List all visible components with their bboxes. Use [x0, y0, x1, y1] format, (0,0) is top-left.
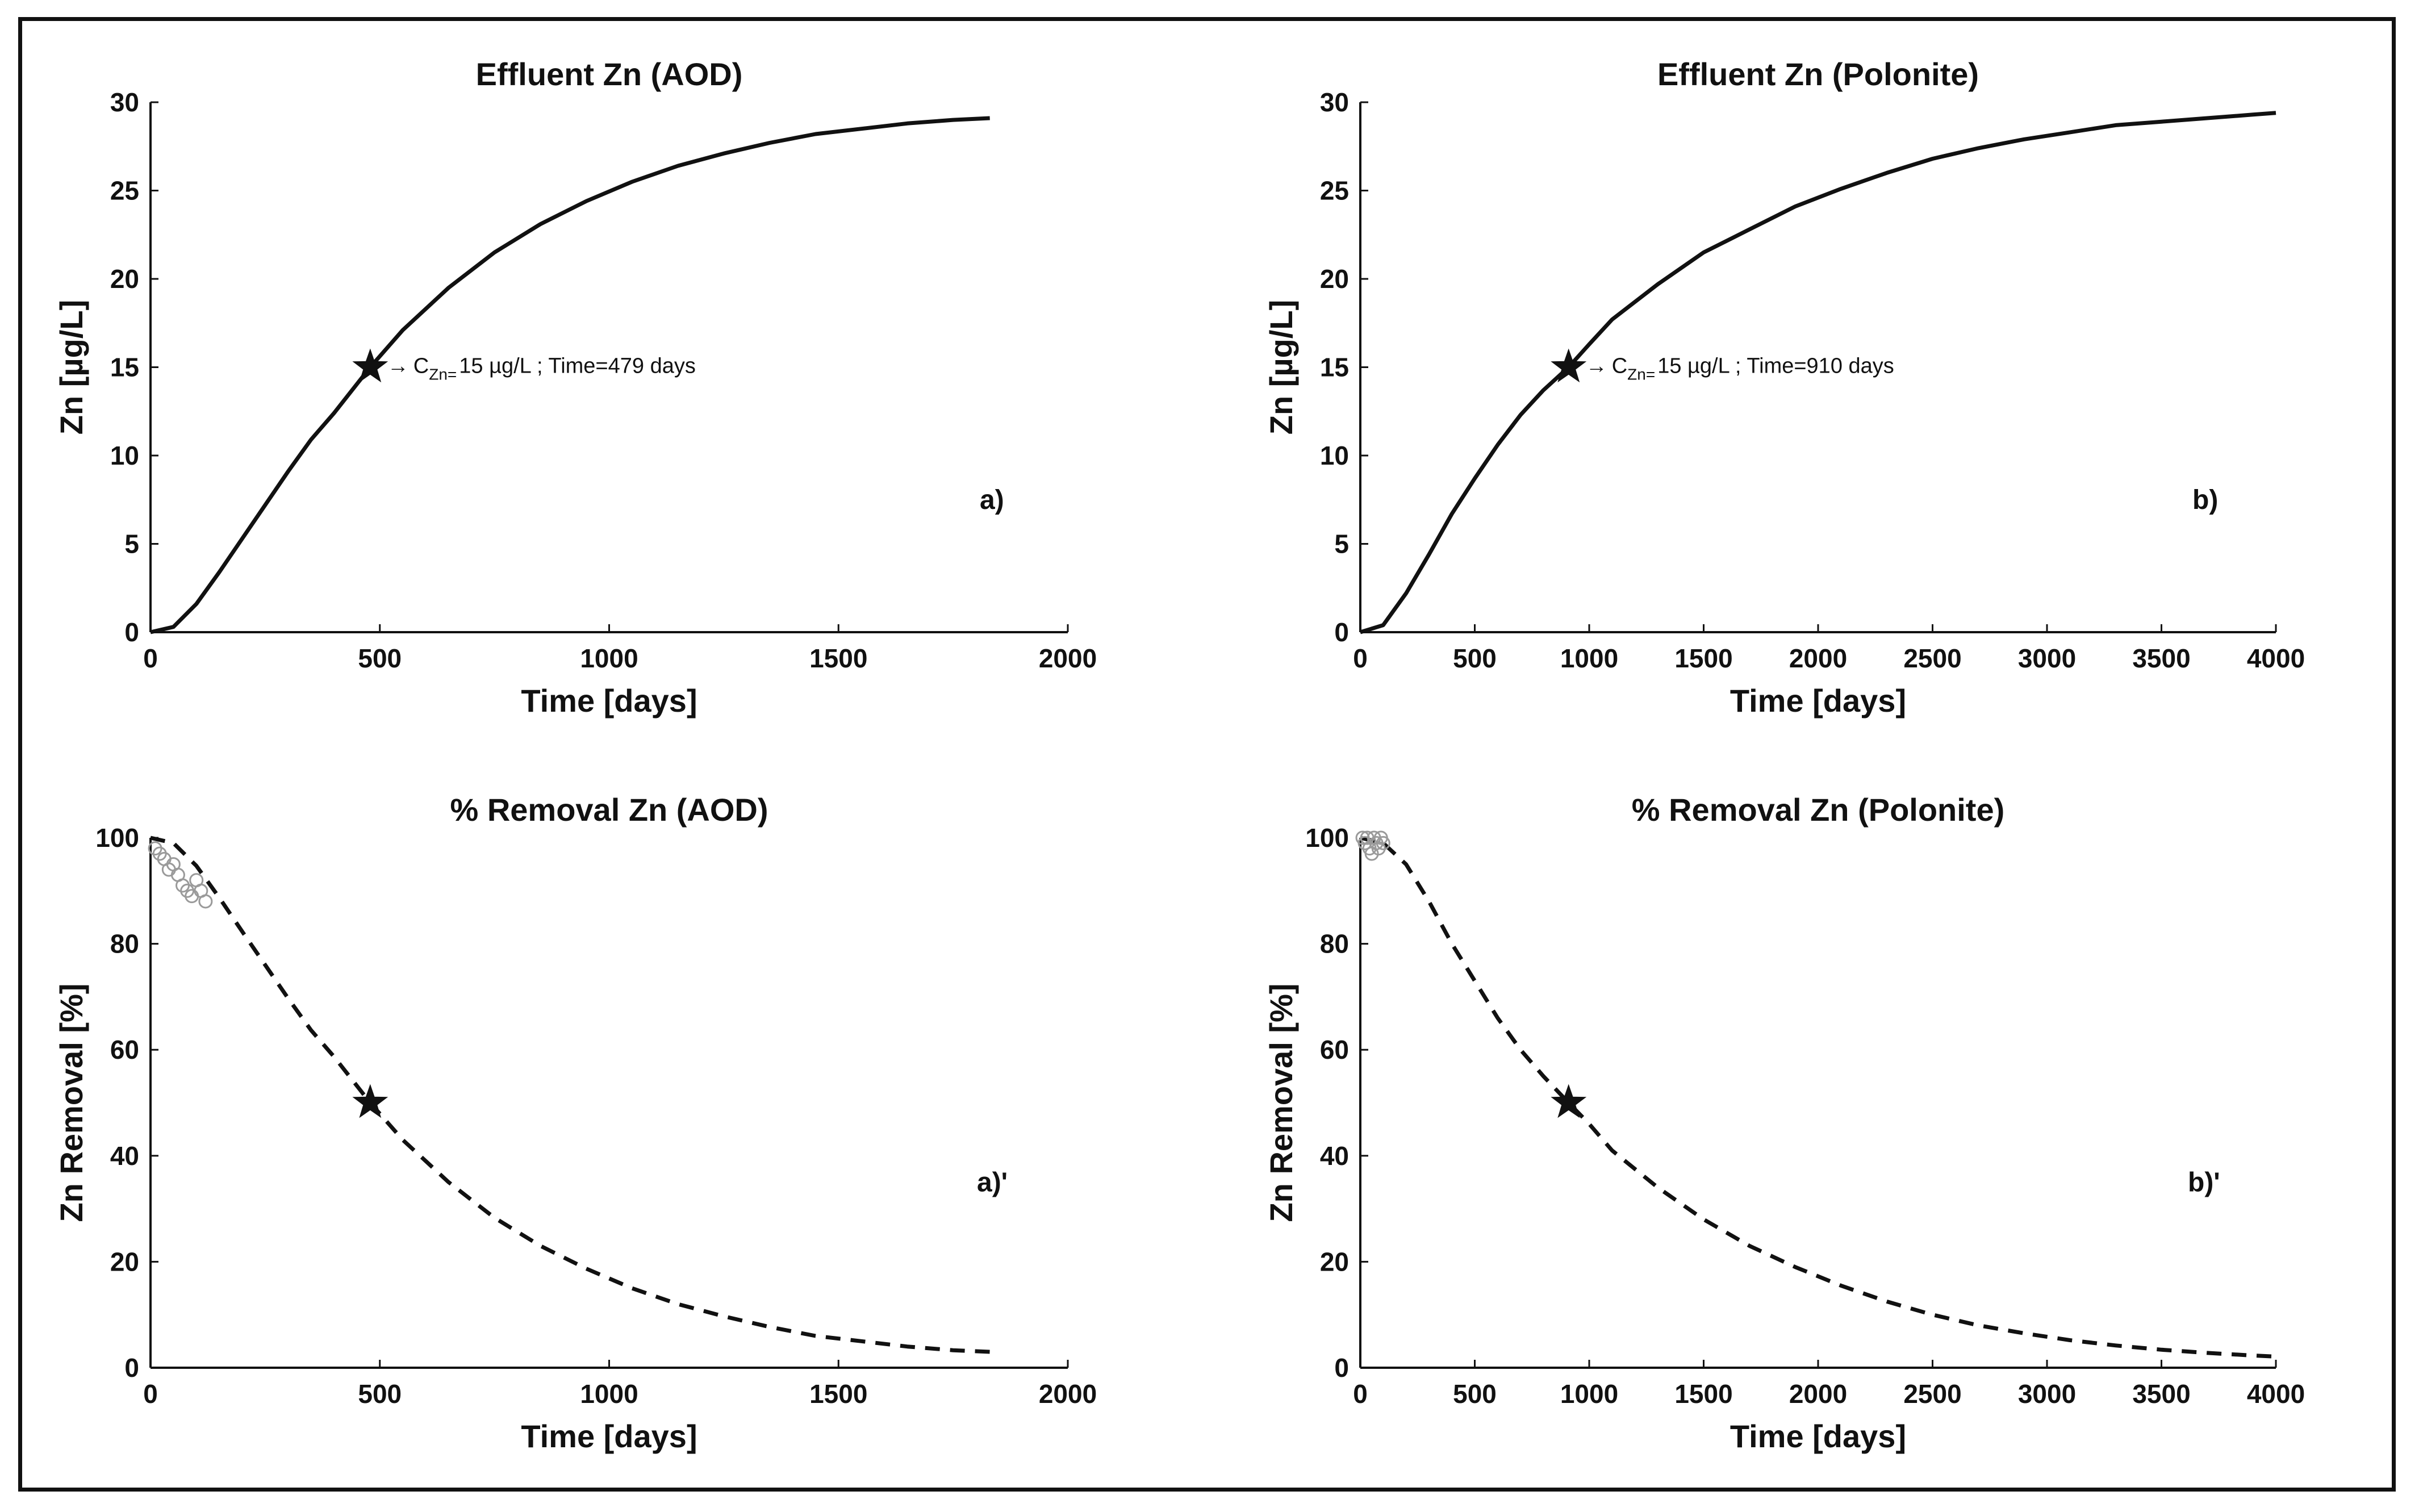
x-tick-label: 1500: [809, 644, 867, 673]
star-marker: [352, 1084, 388, 1118]
y-tick-label: 20: [110, 264, 139, 294]
star-marker: [1551, 348, 1587, 383]
panel-effluent-polonite: Effluent Zn (Polonite) Time [days] Zn [µ…: [1263, 56, 2305, 719]
chart-title: Effluent Zn (AOD): [476, 56, 743, 92]
x-tick-label: 500: [1453, 644, 1497, 673]
panel-label: a): [980, 485, 1004, 515]
x-tick-label: 4000: [2247, 1379, 2305, 1409]
y-tick-label: 20: [1320, 264, 1349, 294]
y-tick-label: 5: [124, 529, 139, 559]
y-tick-label: 5: [1334, 529, 1349, 559]
panel-effluent-aod: Effluent Zn (AOD) Time [days] Zn [µg/L] …: [53, 56, 1097, 719]
y-axis-label: Zn [µg/L]: [53, 300, 89, 435]
x-tick-label: 1000: [580, 1379, 638, 1409]
y-tick-label: 25: [1320, 176, 1349, 206]
x-tick-label: 2000: [1789, 644, 1847, 673]
x-tick-label: 500: [358, 644, 402, 673]
y-tick-label: 25: [110, 176, 139, 206]
x-tick-label: 2000: [1039, 1379, 1097, 1409]
x-tick-label: 500: [1453, 1379, 1497, 1409]
y-tick-label: 0: [1334, 1353, 1349, 1382]
x-tick-label: 1000: [580, 644, 638, 673]
x-axis-label: Time [days]: [521, 1418, 697, 1454]
x-tick-label: 0: [143, 1379, 158, 1409]
y-tick-label: 80: [110, 929, 139, 959]
y-tick-label: 60: [1320, 1035, 1349, 1064]
panel-removal-aod: % Removal Zn (AOD) Time [days] Zn Remova…: [53, 792, 1097, 1454]
y-tick-label: 30: [110, 87, 139, 117]
y-axis-label: Zn Removal [%]: [1263, 983, 1299, 1222]
x-tick-label: 1500: [1674, 644, 1732, 673]
y-axis-label: Zn Removal [%]: [53, 983, 89, 1222]
star-marker: [1551, 1084, 1587, 1118]
panel-label: b)': [2188, 1167, 2220, 1197]
x-tick-label: 500: [358, 1379, 402, 1409]
y-tick-label: 20: [110, 1247, 139, 1276]
y-tick-label: 100: [95, 823, 139, 853]
x-tick-label: 1000: [1560, 1379, 1618, 1409]
panel-label: b): [2192, 485, 2218, 515]
x-tick-label: 2500: [1903, 1379, 1961, 1409]
y-tick-label: 60: [110, 1035, 139, 1064]
chart-title: % Removal Zn (AOD): [450, 792, 768, 828]
y-tick-label: 10: [1320, 441, 1349, 470]
x-tick-label: 3500: [2132, 1379, 2190, 1409]
panel-label: a)': [977, 1167, 1008, 1197]
series-line: [1359, 111, 2276, 634]
y-tick-label: 15: [110, 353, 139, 382]
x-tick-label: 3000: [2018, 644, 2076, 673]
star-marker: [352, 348, 388, 383]
y-tick-label: 100: [1305, 823, 1349, 853]
x-tick-label: 0: [1353, 1379, 1368, 1409]
y-axis-label: Zn [µg/L]: [1263, 300, 1299, 435]
x-axis-label: Time [days]: [1730, 683, 1906, 719]
y-tick-label: 40: [1320, 1141, 1349, 1171]
figure-frame: [18, 17, 2396, 1492]
x-tick-label: 0: [143, 644, 158, 673]
x-tick-label: 2500: [1903, 644, 1961, 673]
y-tick-label: 15: [1320, 353, 1349, 382]
series-line: [1360, 836, 2276, 1359]
x-tick-label: 1000: [1560, 644, 1618, 673]
x-axis-label: Time [days]: [1730, 1418, 1906, 1454]
x-tick-label: 2000: [1039, 644, 1097, 673]
x-tick-label: 0: [1353, 644, 1368, 673]
chart-title: Effluent Zn (Polonite): [1657, 56, 1979, 92]
data-point: [198, 894, 213, 909]
y-tick-label: 0: [124, 617, 139, 647]
star-annotation: → CZn= 15 µg/L ; Time=479 days: [387, 354, 696, 383]
y-tick-label: 0: [1334, 617, 1349, 647]
series-line: [150, 836, 990, 1354]
y-tick-label: 80: [1320, 929, 1349, 959]
star-annotation: → CZn= 15 µg/L ; Time=910 days: [1586, 354, 1894, 383]
panel-removal-polonite: % Removal Zn (Polonite) Time [days] Zn R…: [1263, 792, 2305, 1454]
y-tick-label: 30: [1320, 87, 1349, 117]
x-tick-label: 3000: [2018, 1379, 2076, 1409]
x-tick-label: 3500: [2132, 644, 2190, 673]
series-line: [150, 116, 990, 634]
y-tick-label: 20: [1320, 1247, 1349, 1276]
x-axis-label: Time [days]: [521, 683, 697, 719]
x-tick-label: 2000: [1789, 1379, 1847, 1409]
y-tick-label: 10: [110, 441, 139, 470]
x-tick-label: 1500: [809, 1379, 867, 1409]
y-tick-label: 0: [124, 1353, 139, 1382]
chart-title: % Removal Zn (Polonite): [1632, 792, 2005, 828]
x-tick-label: 1500: [1674, 1379, 1732, 1409]
y-tick-label: 40: [110, 1141, 139, 1171]
data-point: [1376, 836, 1390, 850]
x-tick-label: 4000: [2247, 644, 2305, 673]
